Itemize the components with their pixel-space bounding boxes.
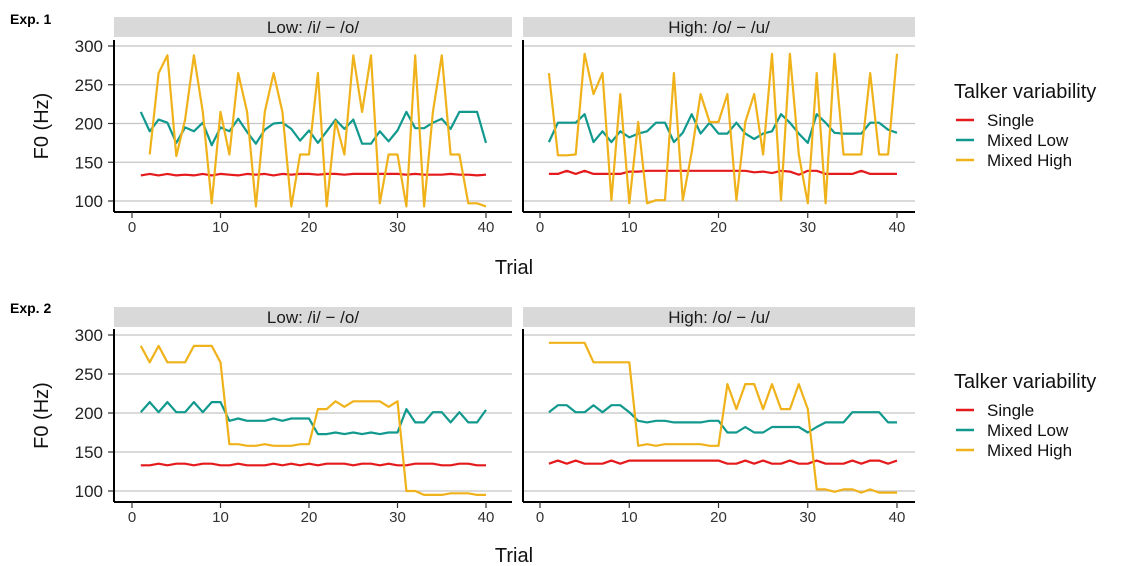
series-line-mixed-low (139, 110, 488, 147)
experiment-tag: Exp. 2 (10, 300, 51, 316)
legend-label: Single (987, 111, 1034, 130)
y-axis-title: F0 (Hz) (31, 93, 53, 160)
legend-label: Mixed High (987, 441, 1072, 460)
legend-label: Mixed Low (987, 421, 1069, 440)
experiment-tag: Exp. 1 (10, 11, 51, 27)
legend-label: Mixed Low (987, 131, 1069, 150)
y-tick-label: 300 (75, 37, 103, 56)
y-tick-label: 150 (75, 153, 103, 172)
x-tick-label: 0 (536, 509, 544, 526)
y-tick-label: 150 (75, 443, 103, 462)
series-line-single (548, 459, 898, 465)
y-tick-label: 200 (75, 404, 103, 423)
y-tick-label: 250 (75, 76, 103, 95)
x-tick-label: 20 (710, 219, 727, 236)
x-tick-label: 40 (478, 219, 495, 236)
x-tick-label: 10 (621, 219, 638, 236)
x-axis-title: Trial (495, 545, 533, 566)
y-tick-label: 100 (75, 482, 103, 501)
x-tick-label: 10 (212, 219, 229, 236)
facet-strip-label: High: /o/ − /u/ (668, 308, 770, 327)
x-tick-label: 30 (799, 219, 816, 236)
facet-panel-2: High: /o/ − /u/0 10 20 30 40 (522, 17, 915, 236)
y-tick-label: 250 (75, 365, 103, 384)
series-line-mixed-high (148, 54, 487, 208)
legend-title: Talker variability (954, 81, 1096, 103)
y-axis-title: F0 (Hz) (31, 382, 53, 449)
facet-panel-1: Low: /i/ − /o/0 10 20 30 40 (113, 17, 512, 236)
facet-panel-1: Low: /i/ − /o/0 10 20 30 40 (113, 307, 512, 526)
x-tick-label: 10 (621, 509, 638, 526)
x-tick-label: 20 (710, 509, 727, 526)
x-tick-label: 10 (212, 509, 229, 526)
series-line-mixed-high (139, 344, 486, 496)
facet-panel-2: High: /o/ − /u/0 10 20 30 40 (522, 307, 915, 526)
facet-strip-label: High: /o/ − /u/ (668, 18, 770, 37)
facet-strip (523, 17, 915, 37)
x-tick-label: 40 (889, 219, 906, 236)
series-line-single (140, 462, 486, 467)
series-line-mixed-low (547, 113, 898, 144)
x-tick-label: 40 (889, 509, 906, 526)
x-tick-label: 20 (301, 509, 318, 526)
x-tick-label: 0 (128, 509, 136, 526)
facet-strip-label: Low: /i/ − /o/ (267, 18, 359, 37)
facet-strip (114, 17, 512, 37)
facet-strip (523, 307, 915, 327)
series-line-mixed-high (547, 52, 899, 205)
y-tick-label: 300 (75, 326, 103, 345)
y-tick-label: 200 (75, 115, 103, 134)
facet-strip (114, 307, 512, 327)
x-tick-label: 30 (389, 509, 406, 526)
facet-strip-label: Low: /i/ − /o/ (267, 308, 359, 327)
series-line-single (140, 172, 487, 177)
x-tick-label: 40 (478, 509, 495, 526)
x-axis-title: Trial (495, 257, 533, 279)
series-line-single (548, 169, 897, 176)
x-tick-label: 0 (128, 219, 136, 236)
series-line-mixed-low (548, 404, 897, 434)
legend-label: Single (987, 401, 1034, 420)
y-tick-label: 100 (75, 192, 103, 211)
legend-title: Talker variability (954, 371, 1096, 393)
x-tick-label: 30 (389, 219, 406, 236)
x-tick-label: 0 (536, 219, 544, 236)
x-tick-label: 30 (799, 509, 816, 526)
series-line-mixed-high (548, 341, 897, 494)
x-tick-label: 20 (301, 219, 318, 236)
legend-label: Mixed High (987, 151, 1072, 170)
